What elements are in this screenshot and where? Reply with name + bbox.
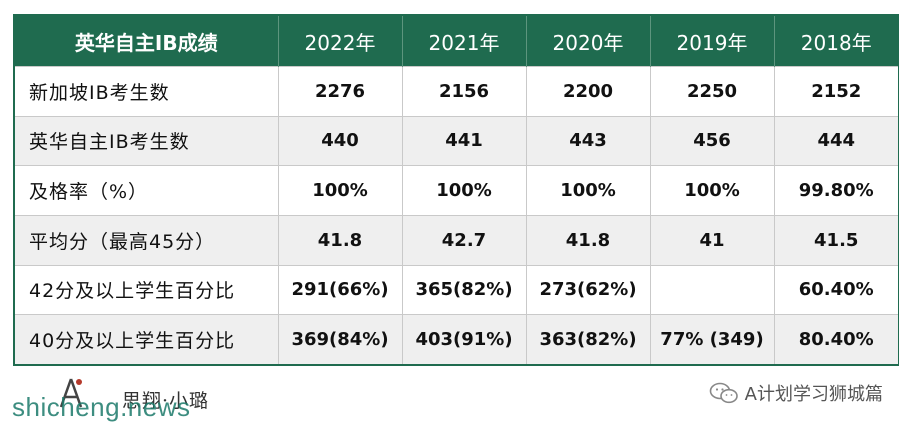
header-row: 英华自主IB成绩 2022年 2021年 2020年 2019年 2018年 (15, 16, 898, 67)
table-cell: 41.8 (526, 214, 651, 266)
row-label: 42分及以上学生百分比 (15, 264, 279, 315)
author-logo-icon (59, 378, 83, 408)
table-cell: 363(82%) (526, 314, 651, 364)
wechat-account: A计划学习狮城篇 (709, 380, 883, 406)
header-year: 2020年 (526, 16, 651, 67)
row-label: 英华自主IB考生数 (15, 115, 279, 166)
table-cell: 41.8 (278, 214, 403, 266)
table-cell: 2200 (526, 66, 651, 117)
table-cell: 2276 (278, 66, 403, 117)
table-cell: 100% (278, 165, 403, 216)
table-cell: 41.5 (774, 214, 898, 266)
table-cell: 60.40% (774, 264, 898, 315)
table-row: 英华自主IB考生数 440 441 443 456 444 (15, 115, 898, 166)
table-cell: 443 (526, 115, 651, 166)
header-year: 2021年 (402, 16, 527, 67)
table-cell: 440 (278, 115, 403, 166)
row-label: 新加坡IB考生数 (15, 66, 279, 117)
table-cell: 456 (650, 115, 775, 166)
table-cell: 2152 (774, 66, 898, 117)
results-grid: 英华自主IB成绩 2022年 2021年 2020年 2019年 2018年 新… (15, 16, 898, 364)
table-cell: 369(84%) (278, 314, 403, 364)
table-cell: 42.7 (402, 214, 527, 266)
table-row: 新加坡IB考生数 2276 2156 2200 2250 2152 (15, 66, 898, 117)
table-cell: 100% (402, 165, 527, 216)
ib-results-table: 英华自主IB成绩 2022年 2021年 2020年 2019年 2018年 新… (13, 14, 899, 366)
table-cell: 77% (349) (650, 314, 775, 364)
table-cell: 2250 (650, 66, 775, 117)
author-signature: 思翔·小璐 (122, 390, 210, 412)
table-cell: 365(82%) (402, 264, 527, 315)
table-row: 40分及以上学生百分比 369(84%) 403(91%) 363(82%) 7… (15, 314, 898, 364)
table-cell: 80.40% (774, 314, 898, 364)
table-cell: 100% (526, 165, 651, 216)
table-cell: 444 (774, 115, 898, 166)
row-label: 平均分（最高45分） (15, 214, 279, 266)
header-title: 英华自主IB成绩 (15, 16, 279, 67)
table-cell: 273(62%) (526, 264, 651, 315)
table-row: 42分及以上学生百分比 291(66%) 365(82%) 273(62%) 6… (15, 264, 898, 315)
table-cell: 403(91%) (402, 314, 527, 364)
row-label: 40分及以上学生百分比 (15, 314, 279, 364)
table-cell: 2156 (402, 66, 527, 117)
table-cell: 99.80% (774, 165, 898, 216)
table-cell: 441 (402, 115, 527, 166)
wechat-icon (709, 382, 738, 404)
header-year: 2022年 (278, 16, 403, 67)
site-watermark: shicheng.news (12, 392, 191, 422)
wechat-account-name: A计划学习狮城篇 (744, 384, 883, 405)
table-row: 平均分（最高45分） 41.8 42.7 41.8 41 41.5 (15, 214, 898, 266)
table-cell: 41 (650, 214, 775, 266)
header-year: 2018年 (774, 16, 898, 67)
row-label: 及格率（%） (15, 165, 279, 216)
table-cell (650, 264, 775, 315)
table-cell: 100% (650, 165, 775, 216)
table-row: 及格率（%） 100% 100% 100% 100% 99.80% (15, 165, 898, 216)
header-year: 2019年 (650, 16, 775, 67)
table-cell: 291(66%) (278, 264, 403, 315)
